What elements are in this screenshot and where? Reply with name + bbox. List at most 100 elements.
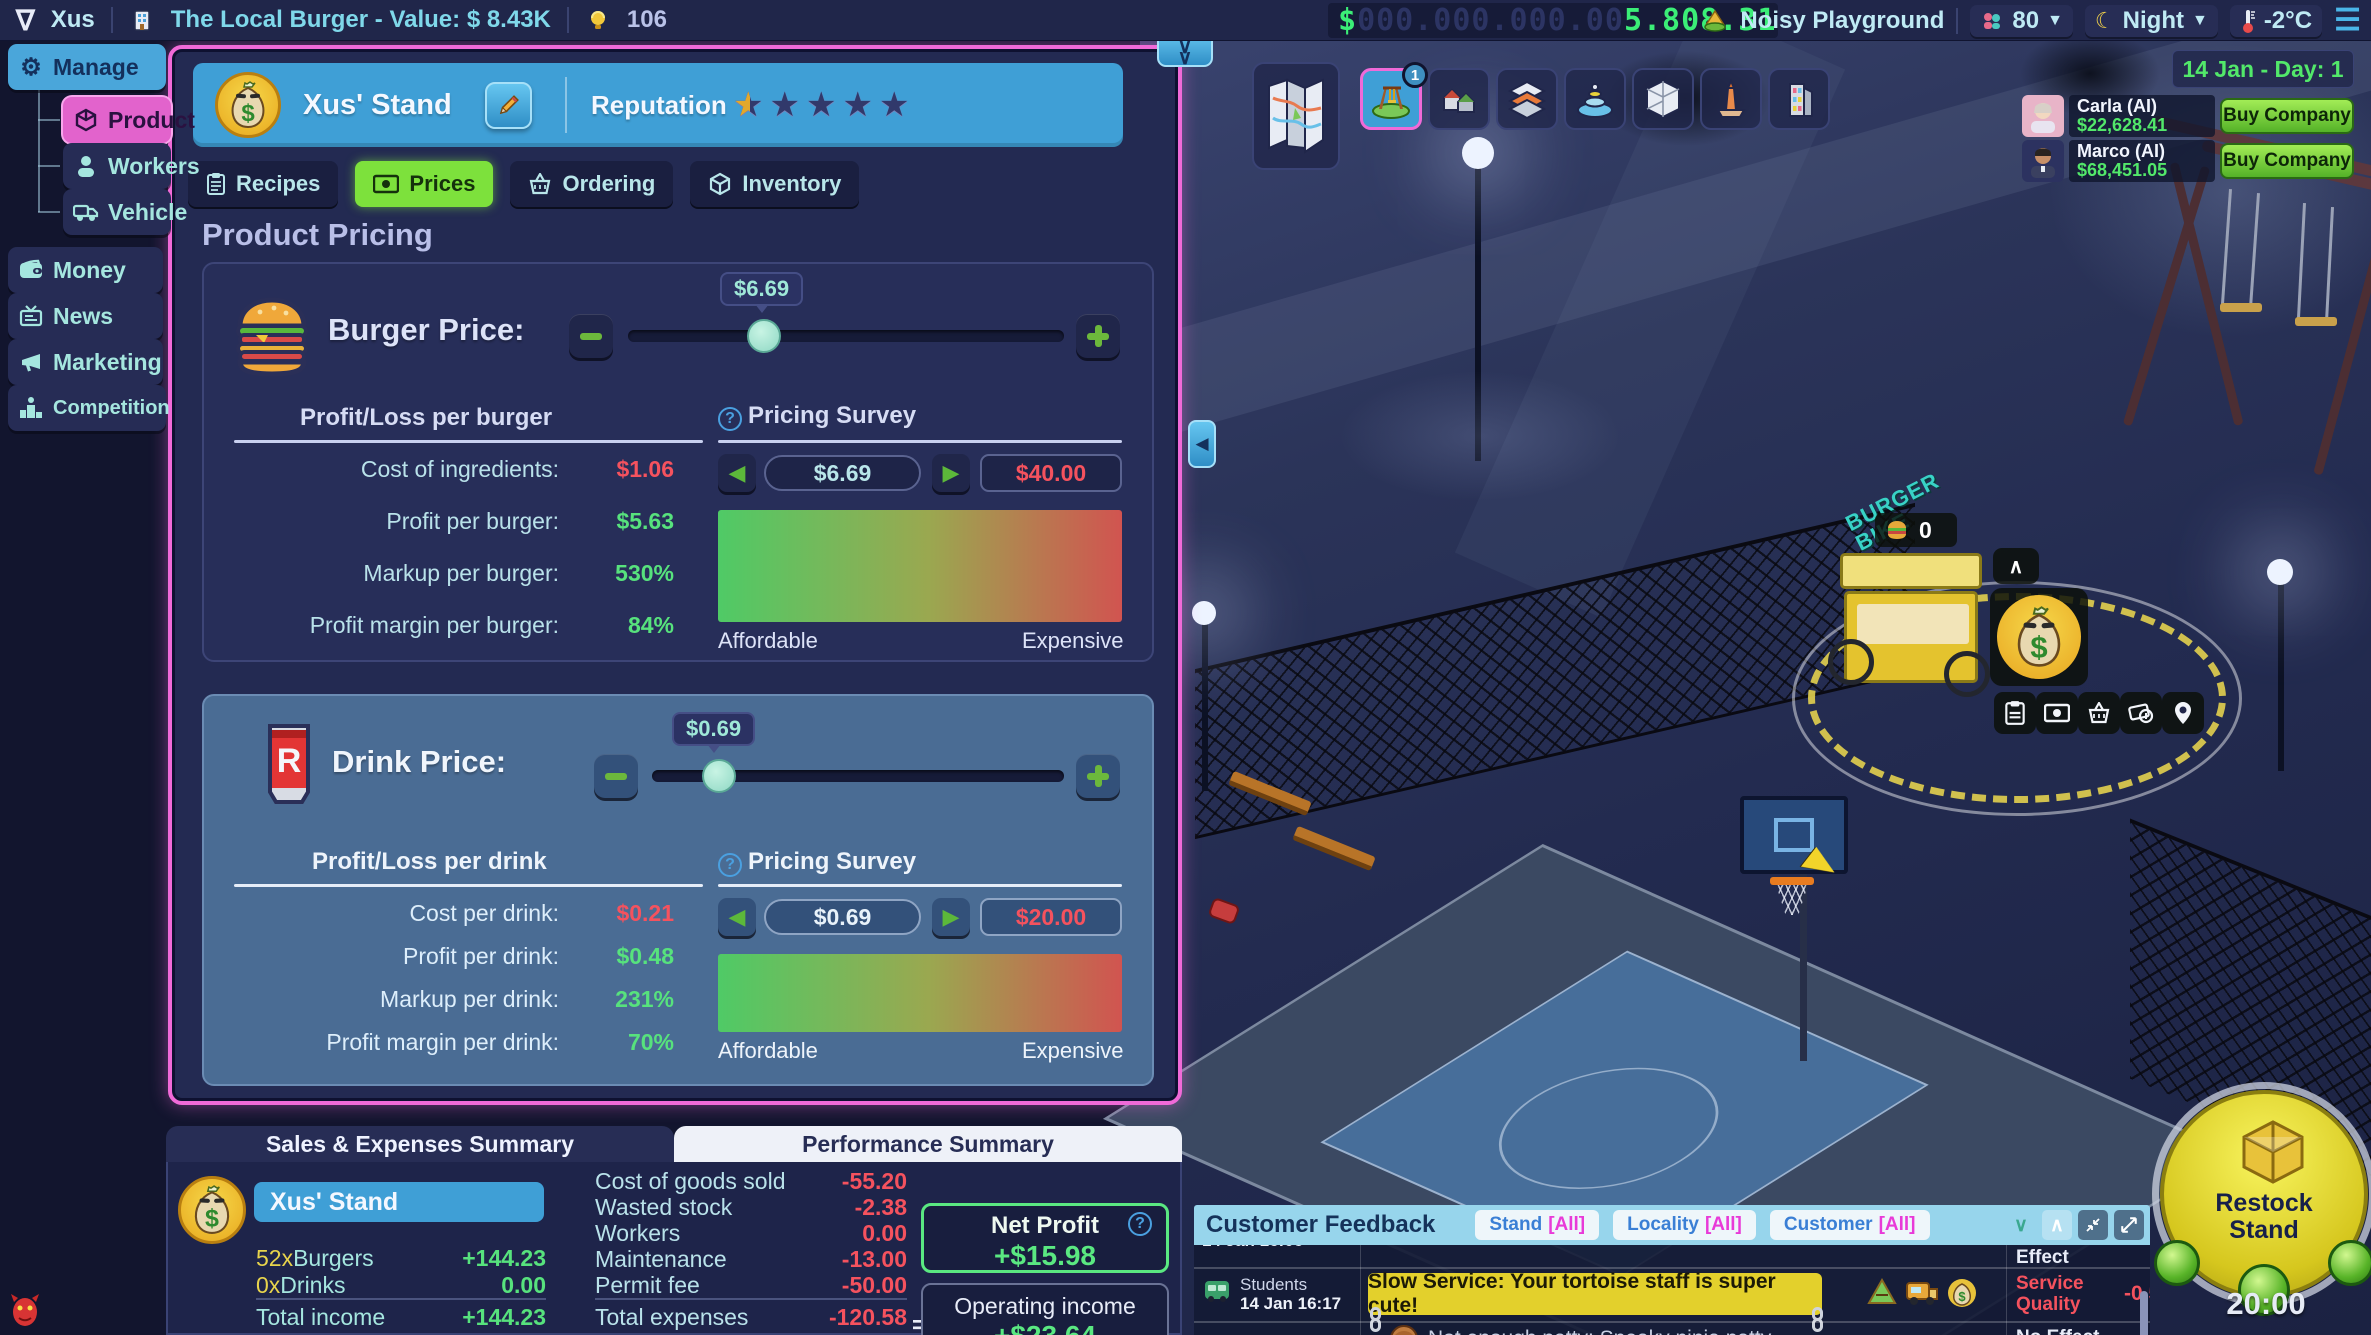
- map-location-block-button[interactable]: [1632, 68, 1694, 130]
- row-value: 231%: [615, 986, 674, 1012]
- drink-price-decrease-button[interactable]: [594, 754, 638, 798]
- scroll-down-button[interactable]: ∨: [2014, 1214, 2028, 1236]
- filter-stand-button[interactable]: Stand [All]: [1475, 1210, 1600, 1240]
- competitor-avatar[interactable]: [2022, 95, 2064, 137]
- sidebar-item-product[interactable]: Product: [63, 97, 195, 143]
- tab-sales-expenses-summary[interactable]: Sales & Expenses Summary: [166, 1126, 674, 1162]
- filter-customer-button[interactable]: Customer [All]: [1769, 1210, 1930, 1240]
- competitor-name: Marco (AI): [2077, 141, 2166, 161]
- drink-slider-knob[interactable]: [702, 759, 736, 793]
- collapse-side-button[interactable]: ◀: [1188, 420, 1216, 468]
- stand-move-action-button[interactable]: [2162, 692, 2204, 734]
- burger-price-decrease-button[interactable]: [569, 314, 613, 358]
- survey-next-button[interactable]: ▶: [932, 898, 970, 936]
- street-lamp-pole: [1202, 621, 1208, 791]
- swing-seat: [2295, 317, 2337, 326]
- tab-label: Recipes: [236, 171, 321, 196]
- filter-label: Locality: [1627, 1214, 1699, 1235]
- map-location-stack-button[interactable]: [1496, 68, 1558, 130]
- scroll-up-button[interactable]: ∧: [2042, 1210, 2072, 1240]
- sidebar-item-competition[interactable]: Competition: [8, 385, 170, 431]
- population-icon: [1984, 12, 2001, 29]
- time-of-day-dropdown[interactable]: ☾ Night ▼: [2084, 4, 2218, 37]
- stand-finances-action-button[interactable]: [2120, 692, 2162, 734]
- star-icon: ★: [805, 86, 837, 124]
- buy-company-button[interactable]: Buy Company: [2220, 143, 2354, 179]
- burger-price-increase-button[interactable]: [1076, 314, 1120, 358]
- open-map-button[interactable]: [1252, 62, 1340, 170]
- filter-locality-button[interactable]: Locality [All]: [1613, 1210, 1756, 1240]
- burger-cart[interactable]: BURGERBIKE: [1828, 468, 1990, 711]
- map-location-fountain-button[interactable]: [1564, 68, 1626, 130]
- map-location-playground-button[interactable]: 1: [1360, 62, 1428, 130]
- drink-price-slider[interactable]: [652, 759, 1064, 793]
- survey-prev-button[interactable]: ◀: [718, 898, 756, 936]
- sidebar-item-vehicle[interactable]: Vehicle: [63, 189, 187, 235]
- tab-prices[interactable]: Prices: [355, 161, 494, 207]
- survey-next-button[interactable]: ▶: [932, 454, 970, 492]
- competitor-info: Carla (AI) $22,628.41: [2069, 95, 2215, 137]
- stand-ordering-action-button[interactable]: [2078, 692, 2120, 734]
- sidebar-item-workers[interactable]: Workers: [63, 143, 200, 189]
- stand-panel-expand-button[interactable]: ∧: [1993, 548, 2039, 584]
- tab-performance-summary[interactable]: Performance Summary: [674, 1126, 1182, 1162]
- feedback-scrollbar[interactable]: [2140, 1291, 2148, 1335]
- population-dropdown[interactable]: 80 ▼: [1970, 4, 2073, 37]
- chevron-down-icon: ▼: [2191, 11, 2208, 29]
- chevron-down-icon: ▼: [2047, 11, 2063, 29]
- location-name[interactable]: Noisy Playground: [1740, 6, 1945, 34]
- map-location-suburbs-button[interactable]: [1428, 68, 1490, 130]
- drink-price-label: Drink Price:: [332, 744, 507, 779]
- truck-icon: [73, 199, 99, 225]
- stand-avatar[interactable]: $: [215, 72, 281, 138]
- divider: [2006, 1245, 2007, 1335]
- building-block-icon: [1646, 79, 1680, 119]
- map-location-tower-button[interactable]: [1768, 68, 1830, 130]
- help-icon[interactable]: ?: [718, 407, 742, 431]
- tab-ordering[interactable]: Ordering: [510, 161, 674, 207]
- competitor-avatar[interactable]: [2022, 140, 2064, 182]
- stand-prices-action-button[interactable]: [2036, 692, 2078, 734]
- buy-company-button[interactable]: Buy Company: [2220, 98, 2354, 134]
- sidebar-item-money[interactable]: Money: [8, 247, 163, 293]
- restock-orb-button[interactable]: [2238, 1264, 2290, 1316]
- demon-icon[interactable]: [10, 1292, 40, 1333]
- feedback-list[interactable]: 14 Jan 16:06 Effect Students 14 Jan 16:1…: [1194, 1245, 2150, 1335]
- expand-panel-button[interactable]: [2114, 1210, 2144, 1240]
- survey-prev-button[interactable]: ◀: [718, 454, 756, 492]
- drink-price-increase-button[interactable]: [1076, 754, 1120, 798]
- temperature-indicator[interactable]: -2°C: [2229, 4, 2323, 37]
- star-icon: ★: [842, 86, 873, 124]
- game-logo-icon[interactable]: ∇: [16, 4, 35, 36]
- sidebar-item-marketing[interactable]: Marketing: [8, 339, 163, 385]
- restock-stand-button[interactable]: Restock Stand: [2152, 1082, 2371, 1316]
- help-icon[interactable]: ?: [718, 853, 742, 877]
- row-label: Cost per drink:: [409, 900, 559, 926]
- svg-text:$: $: [1958, 1289, 1966, 1304]
- tab-inventory[interactable]: Inventory: [690, 161, 860, 207]
- scale-right-label: Expensive: [1022, 1038, 1124, 1063]
- stand-world-avatar[interactable]: $: [1990, 588, 2088, 686]
- drink-price-tooltip: $0.69: [672, 712, 756, 753]
- idea-bulb-icon: [585, 7, 611, 33]
- minimize-panel-button[interactable]: [2078, 1210, 2108, 1240]
- feedback-title: Customer Feedback: [1206, 1211, 1436, 1238]
- profit-table-title: Profit/Loss per burger: [300, 404, 553, 431]
- help-icon[interactable]: ?: [1128, 1212, 1152, 1236]
- stand-recipes-action-button[interactable]: [1994, 692, 2036, 734]
- map-location-monument-button[interactable]: [1700, 68, 1762, 130]
- sidebar-item-manage[interactable]: ⚙ Manage: [8, 44, 166, 90]
- company-value-label[interactable]: The Local Burger - Value: $ 8.43K: [170, 6, 551, 33]
- divider: [256, 1298, 546, 1300]
- tab-recipes[interactable]: Recipes: [188, 161, 339, 207]
- burger-slider-knob[interactable]: [747, 319, 781, 353]
- burger-price-slider[interactable]: [628, 319, 1064, 353]
- restock-orb-button[interactable]: [2328, 1240, 2371, 1286]
- income-value: +144.23: [462, 1304, 546, 1330]
- sidebar-item-news[interactable]: News: [8, 293, 163, 339]
- quantity: 52x: [256, 1245, 294, 1271]
- hoop-rim: [1770, 877, 1814, 885]
- edit-stand-name-button[interactable]: [485, 81, 532, 129]
- burger-price-card: Burger Price: $6.69 Profit/Loss per burg…: [202, 262, 1154, 662]
- restock-orb-button[interactable]: [2154, 1240, 2200, 1286]
